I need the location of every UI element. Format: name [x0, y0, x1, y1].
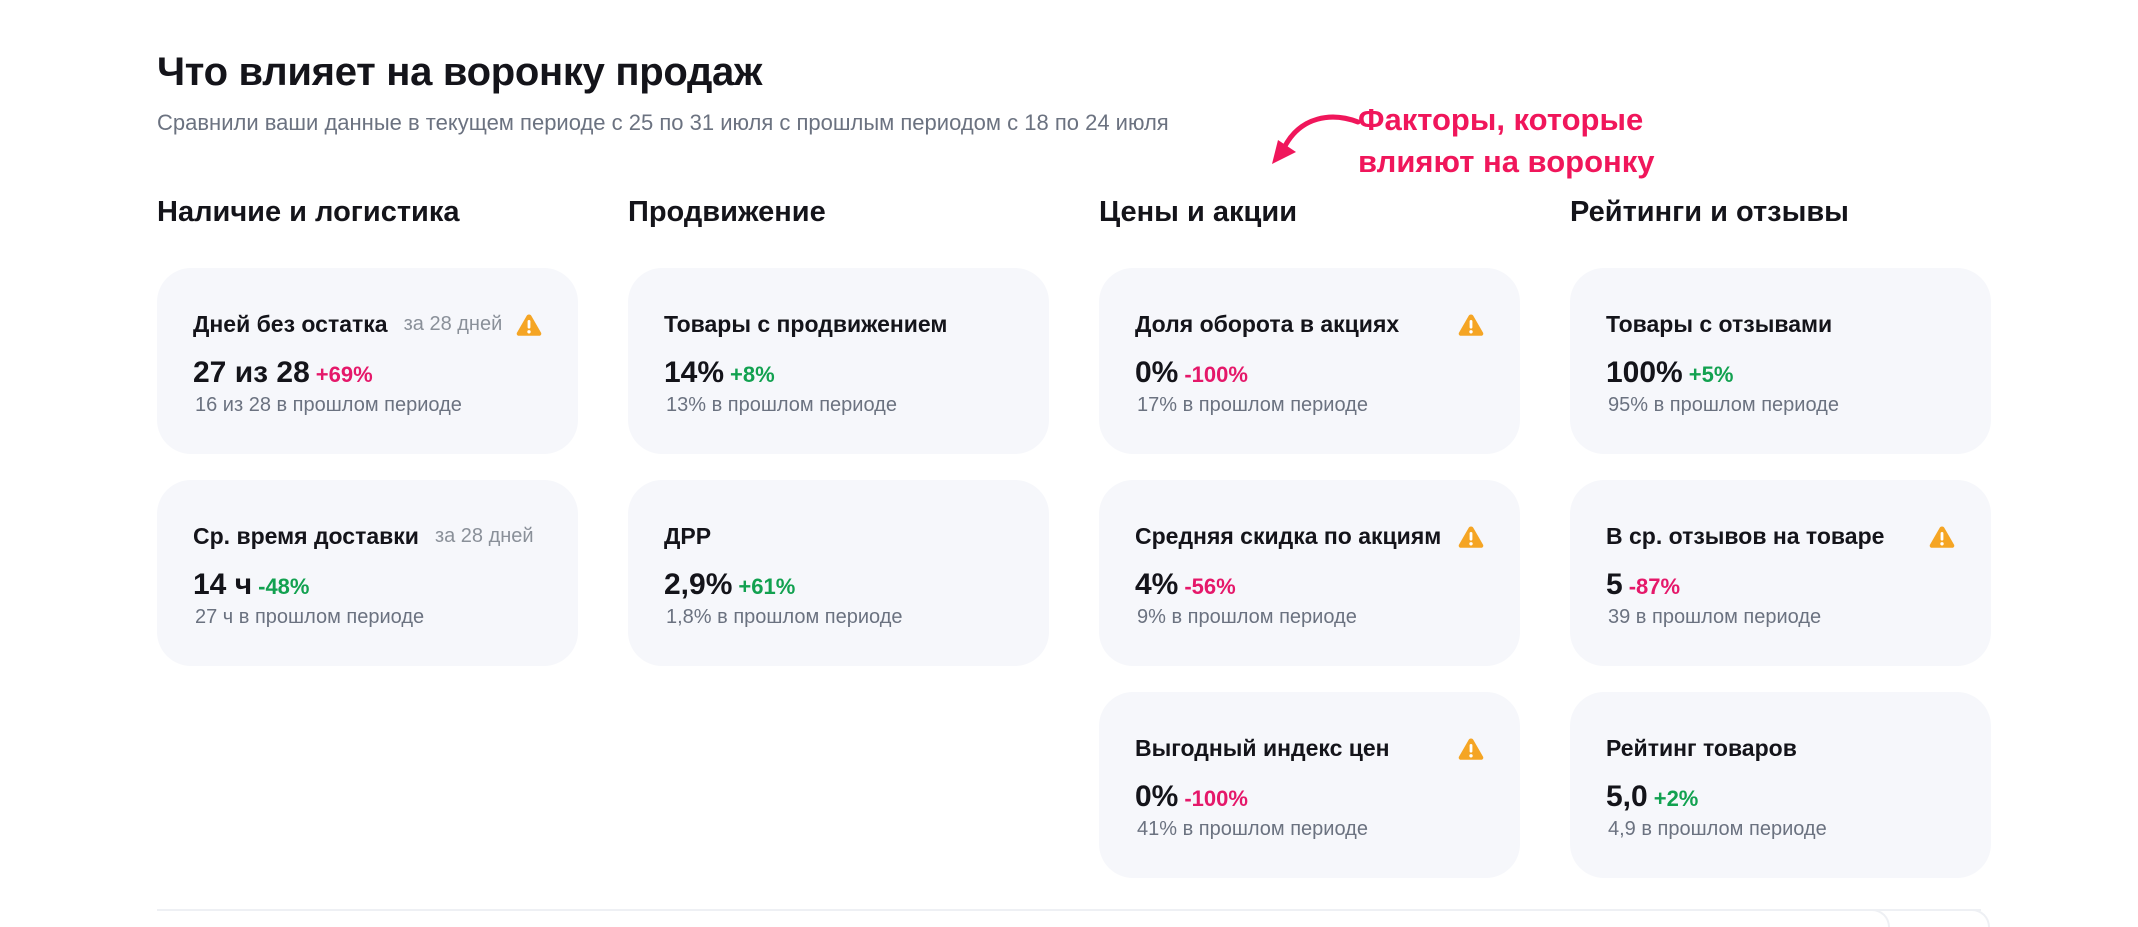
metric-value: 5 [1606, 568, 1623, 601]
metric-value: 2,9% [664, 568, 733, 601]
metric-previous: 17% в прошлом периоде [1137, 394, 1368, 416]
warning-icon [1458, 738, 1484, 760]
metric-title: Товары с продвижением [664, 311, 948, 337]
warning-icon [1458, 314, 1484, 336]
metric-card[interactable]: Выгодный индекс цен 0% -100% 41% в прошлом … [1099, 692, 1520, 878]
metric-delta: +5% [1688, 362, 1734, 387]
metric-delta: -87% [1628, 574, 1681, 599]
metric-card[interactable]: Дней без остатка за 28 дней 27 из 28 +69% 16… [157, 268, 578, 454]
metric-value-row: 2,9% +61% [664, 568, 795, 602]
metric-delta: +69% [315, 362, 373, 387]
metric-title: Товары с отзывами [1606, 311, 1833, 337]
metric-title: Дней без остатка [193, 311, 388, 337]
metric-value: 14% [664, 356, 725, 389]
metric-card[interactable]: Доля оборота в акциях 0% -100% 17% в прошло… [1099, 268, 1520, 454]
metric-previous: 9% в прошлом периоде [1137, 606, 1357, 628]
metric-value-row: 5,0 +2% [1606, 780, 1698, 814]
metric-card[interactable]: Ср. время доставки за 28 дней 14 ч -48% 27 ч… [157, 480, 578, 666]
metric-card[interactable]: ДРР 2,9% +61% 1,8% в прошлом периоде [628, 480, 1049, 666]
metric-delta: -100% [1184, 362, 1248, 387]
card-header: ДРР [664, 523, 1013, 550]
metric-title: Доля оборота в акциях [1135, 311, 1400, 337]
annotation-line-1: Факторы, которые [1358, 102, 1644, 137]
card-header: Ср. время доставки за 28 дней [193, 523, 542, 550]
metric-delta: -100% [1184, 786, 1248, 811]
column-title: Рейтинги и отзывы [1570, 196, 1849, 228]
metric-value-row: 0% -100% [1135, 356, 1248, 390]
metric-value: 5,0 [1606, 780, 1648, 813]
metric-value: 0% [1135, 780, 1179, 813]
metric-value-row: 27 из 28 +69% [193, 356, 373, 390]
metric-title: Рейтинг товаров [1606, 735, 1797, 761]
warning-icon [516, 314, 542, 336]
metric-value: 0% [1135, 356, 1179, 389]
metric-value: 4% [1135, 568, 1179, 601]
metric-previous: 39 в прошлом периоде [1608, 606, 1822, 628]
column-title: Продвижение [628, 196, 826, 228]
metric-value: 14 ч [193, 568, 253, 601]
metric-value: 100% [1606, 356, 1683, 389]
metric-previous: 95% в прошлом периоде [1608, 394, 1839, 416]
page-subtitle: Сравнили ваши данные в текущем периоде с… [157, 110, 1169, 135]
metric-title: Выгодный индекс цен [1135, 735, 1390, 761]
metric-value-row: 14% +8% [664, 356, 775, 390]
metric-delta: +8% [730, 362, 775, 387]
divider-corner [1850, 909, 1890, 927]
metric-title: ДРР [664, 523, 712, 549]
metric-value-row: 0% -100% [1135, 780, 1248, 814]
metric-title: Средняя скидка по акциям [1135, 523, 1442, 549]
card-header: Выгодный индекс цен [1135, 735, 1484, 762]
metric-previous: 16 из 28 в прошлом периоде [195, 394, 462, 416]
metric-previous: 13% в прошлом периоде [666, 394, 897, 416]
metric-value-row: 5 -87% [1606, 568, 1680, 602]
card-header: Товары с продвижением [664, 311, 1013, 338]
warning-icon [1458, 526, 1484, 548]
metric-previous: 27 ч в прошлом периоде [195, 606, 425, 628]
divider-corner [1950, 909, 1990, 927]
metric-delta: +2% [1653, 786, 1699, 811]
card-header: Доля оборота в акциях [1135, 311, 1484, 338]
metric-period: за 28 дней [403, 313, 503, 335]
metric-title: В ср. отзывов на товаре [1606, 523, 1885, 549]
metric-delta: +61% [738, 574, 796, 599]
card-header: Рейтинг товаров [1606, 735, 1955, 762]
column-title: Наличие и логистика [157, 196, 460, 228]
card-header: В ср. отзывов на товаре [1606, 523, 1955, 550]
metric-delta: -48% [258, 574, 310, 599]
metric-title: Ср. время доставки [193, 523, 419, 549]
metric-previous: 1,8% в прошлом периоде [666, 606, 903, 628]
metric-previous: 4,9 в прошлом периоде [1608, 818, 1827, 840]
card-header: Дней без остатка за 28 дней [193, 311, 542, 338]
section-divider [157, 909, 1981, 911]
warning-icon [1929, 526, 1955, 548]
metric-previous: 41% в прошлом периоде [1137, 818, 1368, 840]
card-header: Товары с отзывами [1606, 311, 1955, 338]
page-title: Что влияет на воронку продаж [157, 50, 763, 94]
metric-card[interactable]: Товары с продвижением 14% +8% 13% в прошлом… [628, 268, 1049, 454]
curved-arrow-icon [1272, 114, 1361, 164]
annotation-line-2: влияют на воронку [1358, 144, 1655, 179]
metric-card[interactable]: В ср. отзывов на товаре 5 -87% 39 в прошлом… [1570, 480, 1991, 666]
metric-value-row: 100% +5% [1606, 356, 1733, 390]
metric-value: 27 из 28 [193, 356, 310, 389]
metric-card[interactable]: Рейтинг товаров 5,0 +2% 4,9 в прошлом перио… [1570, 692, 1991, 878]
metric-value-row: 14 ч -48% [193, 568, 309, 602]
metric-card[interactable]: Средняя скидка по акциям 4% -56% 9% в прошл… [1099, 480, 1520, 666]
metric-value-row: 4% -56% [1135, 568, 1236, 602]
metric-period: за 28 дней [434, 525, 534, 547]
annotation-callout: Факторы, которые влияют на воронку [1358, 99, 1698, 183]
metric-card[interactable]: Товары с отзывами 100% +5% 95% в прошлом пе… [1570, 268, 1991, 454]
column-title: Цены и акции [1099, 196, 1298, 228]
card-header: Средняя скидка по акциям [1135, 523, 1484, 550]
metric-delta: -56% [1184, 574, 1236, 599]
